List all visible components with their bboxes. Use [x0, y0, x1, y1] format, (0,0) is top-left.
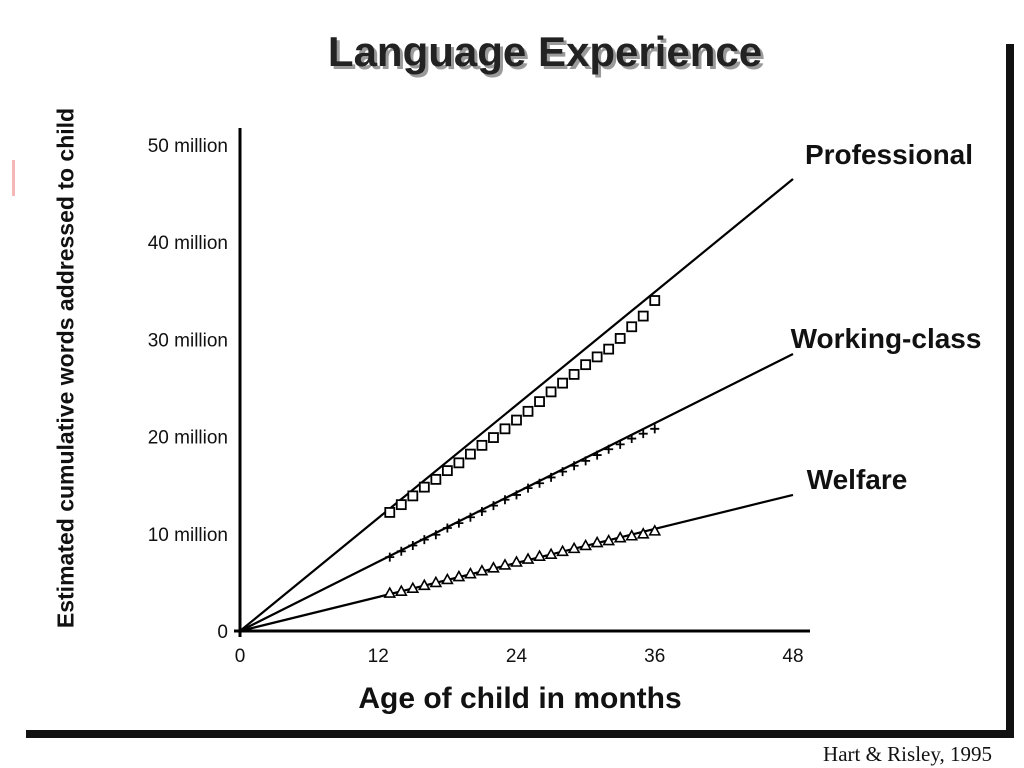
- tick-labels: 0 12 24 36 48 0 10 million 20 million 30 million…: [148, 136, 804, 667]
- y-tick-label: 0: [217, 622, 228, 643]
- trend-line-professional: [239, 178, 794, 632]
- data-point-professional: [453, 457, 465, 469]
- data-point-welfare: [544, 547, 558, 560]
- data-point-welfare: [636, 527, 650, 539]
- data-point-working-class: [408, 540, 418, 550]
- data-point-working-class: [638, 429, 648, 439]
- y-tick-label: 10 million: [148, 525, 228, 546]
- y-tick-label: 50 million: [148, 136, 228, 157]
- data-point-professional: [395, 499, 407, 511]
- data-point-professional: [557, 377, 568, 389]
- series-label-working-class: Working-class: [791, 323, 982, 354]
- data-point-working-class: [650, 424, 660, 434]
- data-point-welfare: [648, 524, 662, 536]
- data-point-professional: [545, 386, 557, 398]
- y-tick-label: 20 million: [148, 428, 228, 449]
- chart-title: Language Experience: [327, 28, 763, 75]
- data-point-welfare: [429, 575, 443, 588]
- data-point-welfare: [533, 549, 546, 561]
- data-point-working-class: [477, 506, 487, 516]
- data-point-working-class: [604, 444, 614, 454]
- data-point-working-class: [592, 450, 602, 460]
- data-point-welfare: [394, 584, 408, 596]
- data-point-professional: [476, 439, 488, 451]
- data-point-working-class: [488, 501, 498, 511]
- data-point-welfare: [383, 586, 397, 598]
- data-point-professional: [534, 396, 545, 408]
- x-axis-label: Age of child in months: [358, 682, 682, 715]
- data-point-welfare: [498, 558, 512, 570]
- x-tick-label: 12: [368, 646, 389, 667]
- data-point-welfare: [475, 564, 489, 576]
- data-point-professional: [649, 295, 661, 306]
- data-point-professional: [568, 368, 580, 380]
- y-tick-label: 40 million: [148, 233, 228, 254]
- data-point-working-class: [396, 546, 406, 556]
- x-tick-label: 48: [782, 646, 803, 667]
- data-point-welfare: [487, 561, 500, 573]
- data-point-professional: [591, 351, 603, 363]
- data-point-welfare: [579, 538, 592, 551]
- data-point-working-class: [523, 483, 533, 493]
- frame-shadow-bottom: [26, 730, 1014, 738]
- series-label-welfare: Welfare: [807, 464, 908, 495]
- data-point-professional: [603, 343, 615, 355]
- x-tick-label: 0: [235, 646, 246, 667]
- data-point-welfare: [613, 531, 627, 543]
- data-point-professional: [430, 473, 442, 485]
- data-point-working-class: [454, 518, 464, 528]
- data-point-professional: [441, 465, 453, 477]
- y-tick-label: 30 million: [148, 330, 228, 351]
- data-point-welfare: [556, 544, 569, 557]
- x-tick-label: 36: [644, 646, 665, 667]
- source-note: Hart & Risley, 1995: [823, 742, 992, 766]
- data-point-professional: [499, 423, 511, 435]
- data-point-professional: [580, 359, 592, 371]
- data-points: [383, 295, 662, 598]
- data-point-professional: [614, 333, 626, 344]
- data-point-working-class: [465, 512, 475, 522]
- data-point-working-class: [615, 439, 625, 449]
- data-point-professional: [626, 321, 638, 333]
- data-point-welfare: [567, 541, 581, 554]
- data-point-working-class: [500, 495, 510, 505]
- data-point-welfare: [602, 533, 616, 546]
- data-point-welfare: [625, 529, 639, 541]
- series-label-professional: Professional: [805, 139, 973, 170]
- x-tick-label: 24: [506, 646, 528, 667]
- data-point-working-class: [569, 461, 579, 471]
- data-point-working-class: [581, 456, 591, 466]
- data-point-working-class: [385, 552, 395, 562]
- data-point-professional: [522, 405, 534, 417]
- data-point-working-class: [442, 523, 452, 533]
- data-point-professional: [637, 310, 649, 322]
- data-point-working-class: [627, 434, 637, 444]
- data-point-professional: [488, 432, 499, 443]
- data-point-welfare: [510, 555, 523, 567]
- data-point-professional: [465, 448, 476, 460]
- data-point-welfare: [406, 581, 420, 594]
- data-point-professional: [407, 490, 419, 502]
- data-point-working-class: [546, 472, 556, 482]
- data-point-welfare: [464, 567, 477, 579]
- data-point-working-class: [512, 490, 521, 500]
- data-point-welfare: [590, 535, 604, 548]
- data-point-welfare: [452, 569, 466, 582]
- data-point-working-class: [419, 535, 429, 545]
- data-point-working-class: [431, 530, 441, 540]
- edge-mark: [12, 160, 15, 196]
- data-point-welfare: [521, 552, 535, 564]
- data-point-professional: [511, 414, 522, 426]
- series-labels: Professional Working-class Welfare: [791, 139, 982, 495]
- data-point-working-class: [558, 467, 568, 477]
- data-point-welfare: [441, 572, 454, 585]
- frame-shadow-right: [1006, 44, 1014, 734]
- data-point-welfare: [417, 578, 431, 591]
- data-point-working-class: [535, 478, 545, 488]
- data-point-professional: [384, 507, 396, 518]
- data-point-professional: [418, 481, 430, 493]
- axes: [234, 128, 810, 637]
